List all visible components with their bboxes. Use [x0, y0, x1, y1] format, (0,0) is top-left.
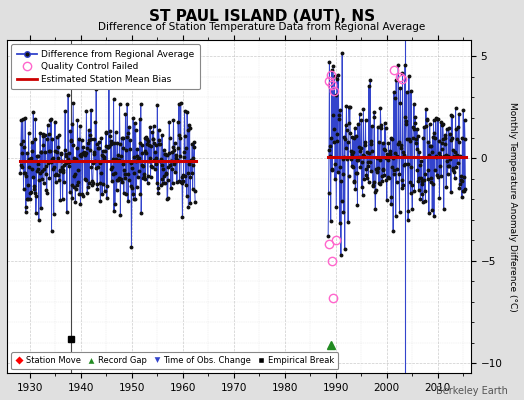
Text: Berkeley Earth: Berkeley Earth	[436, 386, 508, 396]
Legend: Station Move, Record Gap, Time of Obs. Change, Empirical Break: Station Move, Record Gap, Time of Obs. C…	[11, 352, 339, 369]
Y-axis label: Monthly Temperature Anomaly Difference (°C): Monthly Temperature Anomaly Difference (…	[508, 102, 517, 312]
Text: ST PAUL ISLAND (AUT), NS: ST PAUL ISLAND (AUT), NS	[149, 9, 375, 24]
Text: Difference of Station Temperature Data from Regional Average: Difference of Station Temperature Data f…	[99, 22, 425, 32]
